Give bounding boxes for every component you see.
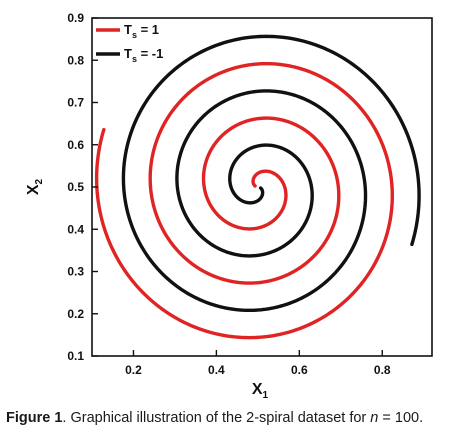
y-tick-label: 0.1 <box>67 349 84 363</box>
y-axis: 0.1 0.2 0.3 0.4 0.5 0.6 0.7 0.8 0.9 <box>67 11 98 363</box>
x-tick-label: 0.6 <box>291 363 308 377</box>
x-tick-label: 0.4 <box>208 363 225 377</box>
y-tick-label: 0.2 <box>67 307 84 321</box>
x-tick-label: 0.2 <box>125 363 142 377</box>
caption-tail: = 100. <box>378 410 424 426</box>
y-tick-label: 0.7 <box>67 96 84 110</box>
x-axis: 0.2 0.4 0.6 0.8 <box>125 350 391 377</box>
y-tick-label: 0.3 <box>67 265 84 279</box>
legend: Ts = 1 Ts = -1 <box>96 22 163 64</box>
y-tick-label: 0.6 <box>67 138 84 152</box>
y-tick-label: 0.8 <box>67 53 84 67</box>
y-tick-label: 0.9 <box>67 11 84 25</box>
y-tick-label: 0.5 <box>67 180 84 194</box>
y-axis-title: X2 <box>25 178 45 195</box>
legend-label-1: Ts = 1 <box>124 22 159 40</box>
legend-label-2: Ts = -1 <box>124 46 163 64</box>
spiral-series-2 <box>121 34 421 313</box>
y-tick-label: 0.4 <box>67 222 84 236</box>
caption-variable: n <box>370 410 379 426</box>
x-tick-label: 0.8 <box>374 363 391 377</box>
spiral-chart: 0.2 0.4 0.6 0.8 0.1 0.2 0.3 0.4 0.5 0.6 0.7 0.8 0.9… <box>25 11 433 401</box>
figure-caption: Figure 1. Graphical illustration of the … <box>6 410 458 426</box>
caption-label: Figure 1 <box>6 410 63 426</box>
series-layer <box>94 34 421 340</box>
x-axis-title: X1 <box>252 381 269 401</box>
caption-text: . Graphical illustration of the 2-spiral… <box>62 410 371 426</box>
spiral-series-1 <box>94 61 394 340</box>
